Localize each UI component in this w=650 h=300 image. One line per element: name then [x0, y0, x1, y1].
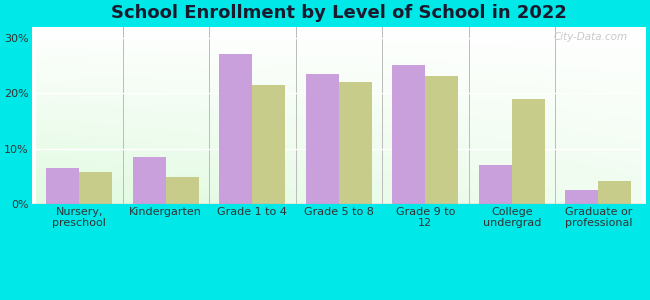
Bar — [252, 85, 285, 204]
Bar — [479, 165, 512, 204]
Bar — [79, 172, 112, 204]
Bar — [339, 82, 372, 204]
Bar — [393, 65, 425, 204]
Bar — [512, 99, 545, 204]
Bar — [566, 190, 598, 204]
Text: City-Data.com: City-Data.com — [553, 32, 627, 42]
Bar — [598, 181, 631, 204]
Title: School Enrollment by Level of School in 2022: School Enrollment by Level of School in … — [111, 4, 567, 22]
Bar — [46, 168, 79, 204]
Bar — [306, 74, 339, 204]
Bar — [133, 157, 166, 204]
Bar — [166, 177, 199, 204]
Bar — [425, 76, 458, 204]
Bar — [220, 54, 252, 204]
